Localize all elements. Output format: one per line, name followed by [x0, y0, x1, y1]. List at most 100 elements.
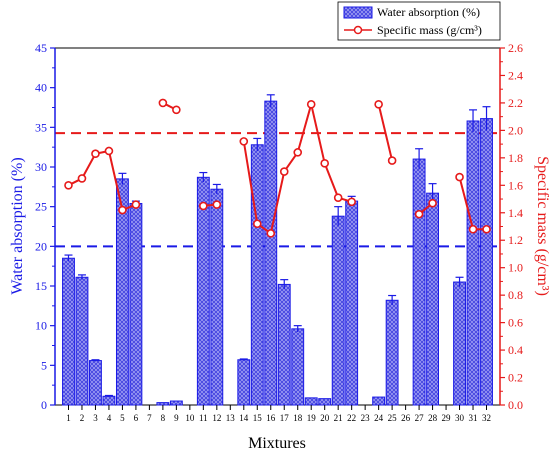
left-tick-label: 5: [41, 358, 47, 372]
point-mixture-30: [455, 172, 464, 182]
point-mixture-21: [333, 193, 343, 202]
x-tick-label-30: 30: [455, 413, 465, 423]
bar-mixture-17: [277, 283, 291, 406]
left-tick-label: 15: [35, 279, 47, 293]
bar-mixture-25: [385, 299, 399, 406]
left-tick-label: 0: [41, 398, 47, 412]
point-mixture-17: [279, 167, 289, 176]
bar-mixture-12: [210, 188, 224, 406]
x-tick-label-19: 19: [307, 413, 317, 423]
x-tick-label-10: 10: [185, 413, 195, 423]
x-tick-label-15: 15: [253, 413, 263, 423]
x-tick-label-12: 12: [212, 413, 221, 423]
x-tick-label-13: 13: [226, 413, 236, 423]
x-tick-label-4: 4: [107, 413, 112, 423]
left-tick-label: 35: [35, 120, 47, 134]
legend-label-water-absorption: Water absorption (%): [377, 5, 480, 19]
x-tick-label-14: 14: [239, 413, 249, 423]
point-mixture-31: [468, 224, 478, 234]
bar-mixture-6: [129, 202, 143, 406]
point-mixture-25: [387, 156, 397, 165]
bar-mixture-1: [62, 257, 75, 406]
point-mixture-1: [64, 181, 73, 190]
x-tick-label-17: 17: [280, 413, 290, 423]
x-tick-label-28: 28: [428, 413, 438, 423]
bar-mixture-22: [345, 200, 359, 406]
right-tick-label: 1.8: [508, 151, 523, 165]
bar-mixture-16: [264, 100, 278, 406]
x-tick-label-26: 26: [401, 413, 411, 423]
point-mixture-24: [374, 99, 383, 109]
x-tick-label-22: 22: [347, 413, 356, 423]
right-tick-label: 2.4: [508, 68, 523, 82]
legend: Water absorption (%) Specific mass (g/cm…: [337, 1, 501, 41]
right-tick-label: 0.2: [508, 371, 523, 385]
legend-label-specific-mass: Specific mass (g/cm³): [377, 23, 482, 37]
bar-mixture-8: [156, 402, 170, 406]
right-tick-label: 0.8: [508, 288, 523, 302]
x-axis-ticks: 1 2 3 4 5 6 7 8 9 10 11 12 13 14 15 16 17 18 19 20 21 22 23 24 2…: [66, 405, 491, 423]
point-mixture-6: [131, 200, 141, 209]
point-mixture-32: [482, 224, 491, 234]
bar-mixture-21: [331, 215, 345, 406]
x-tick-label-31: 31: [469, 413, 478, 423]
bar-mixture-32: [480, 118, 493, 406]
x-tick-label-25: 25: [388, 413, 398, 423]
x-tick-label-21: 21: [334, 413, 343, 423]
bar-mixture-20: [318, 398, 332, 406]
right-tick-label: 1.2: [508, 233, 523, 247]
right-tick-label: 1.4: [508, 206, 523, 220]
left-tick-label: 20: [35, 239, 47, 253]
legend-marker-swatch: [353, 25, 363, 35]
x-tick-label-32: 32: [482, 413, 491, 423]
bar-mixture-18: [291, 328, 305, 406]
bar-mixture-3: [89, 360, 102, 406]
x-tick-label-8: 8: [161, 413, 166, 423]
point-mixture-2: [77, 174, 87, 183]
point-mixture-16: [266, 229, 276, 238]
point-mixture-20: [320, 159, 329, 168]
specific-mass-line-segment-5: [377, 104, 394, 161]
point-mixture-18: [293, 148, 303, 157]
bar-mixture-24: [372, 396, 386, 406]
point-mixture-11: [199, 201, 208, 211]
x-tick-label-1: 1: [66, 413, 71, 423]
x-tick-label-5: 5: [120, 413, 125, 423]
bar-mixture-15: [250, 144, 264, 406]
point-mixture-9: [172, 105, 181, 115]
x-tick-label-23: 23: [361, 413, 371, 423]
bar-series: [62, 100, 493, 406]
bar-mixture-31: [466, 120, 480, 406]
reference-lines: [55, 132, 500, 248]
point-mixture-28: [428, 198, 437, 208]
x-axis-title: Mixtures: [248, 435, 306, 452]
right-axis-ticks: 0.0 0.2 0.4 0.6 0.8 1.0 1.2 1.4 1.6 1.8 2.0 2.2 2.4 2…: [500, 41, 523, 412]
right-tick-label: 2.0: [508, 123, 523, 137]
legend-bar-swatch: [343, 6, 373, 19]
bar-mixture-11: [196, 176, 210, 406]
right-axis-title: Specific mass (g/cm³): [534, 156, 550, 296]
bar-mixture-19: [304, 397, 318, 406]
x-tick-label-3: 3: [93, 413, 98, 423]
x-tick-label-29: 29: [442, 413, 452, 423]
left-axis-ticks: 0 5 10 15 20 25 30 35 40 45: [35, 41, 55, 412]
point-mixture-8: [158, 98, 168, 108]
x-tick-label-18: 18: [293, 413, 303, 423]
x-tick-label-6: 6: [134, 413, 139, 423]
x-tick-label-7: 7: [147, 413, 152, 423]
line-series: [64, 98, 491, 238]
point-mixture-19: [306, 99, 316, 109]
point-mixture-12: [212, 200, 222, 209]
point-mixture-15: [252, 219, 262, 229]
right-tick-label: 2.6: [508, 41, 523, 55]
point-mixture-14: [239, 137, 249, 146]
bar-mixture-27: [412, 158, 426, 406]
left-tick-label: 45: [35, 41, 47, 55]
right-tick-label: 1.0: [508, 261, 523, 275]
point-mixture-5: [118, 205, 127, 215]
left-tick-label: 30: [35, 160, 47, 174]
x-tick-label-24: 24: [374, 413, 384, 423]
bar-mixture-14: [237, 359, 251, 406]
x-tick-label-16: 16: [266, 413, 276, 423]
left-tick-label: 25: [35, 200, 47, 214]
